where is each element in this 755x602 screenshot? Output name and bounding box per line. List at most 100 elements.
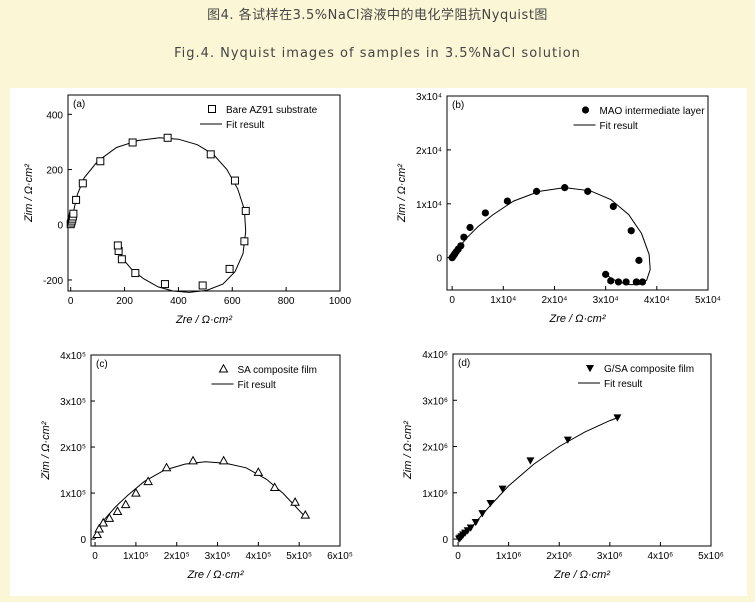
x-tick-label: 0 (68, 296, 74, 307)
data-point (532, 187, 541, 195)
chart-panel-3: 0 1x10⁵ 2x10⁵ 3x10⁵ 4x10⁵ 5x10⁵ 6x10⁵ 0 1x10⁵ 2x1… (40, 351, 353, 581)
legend-label: Fit result (604, 379, 643, 390)
y-tick-label: 1x10⁶ (422, 489, 448, 500)
data-point (128, 138, 137, 147)
data-point (131, 269, 140, 278)
fit-result-line (457, 416, 621, 540)
y-axis-label: Zim / Ω·cm² (396, 164, 408, 223)
x-axis-label: Zre / Ω·cm² (548, 313, 605, 325)
data-point (188, 455, 198, 465)
y-tick-label: 1x10⁵ (60, 489, 86, 500)
chart-panel-2: 0 1x10⁴ 2x10⁴ 3x10⁴ 4x10⁴ 5x10⁴ 0 1x10⁴ 2x10⁴ 3x1… (396, 92, 721, 325)
fit-result-line (451, 187, 651, 286)
data-point (563, 436, 572, 444)
data-point (466, 524, 475, 532)
x-tick-label: 5x10⁶ (698, 551, 724, 562)
fit-result-line (70, 137, 247, 293)
data-point (498, 485, 507, 493)
data-point (98, 517, 109, 527)
legend-label: MAO intermediate layer (600, 106, 706, 117)
x-tick-label: 400 (170, 296, 187, 307)
data-point (627, 227, 635, 235)
y-tick-label: 4x10⁵ (60, 351, 86, 362)
data-point (104, 513, 115, 522)
data-point (471, 518, 480, 527)
data-point (241, 206, 250, 215)
data-point (457, 242, 465, 250)
y-tick-label: 400 (46, 110, 63, 121)
y-tick-label: 200 (46, 166, 63, 177)
legend-marker (218, 363, 229, 373)
plot-frame (90, 354, 341, 547)
panel-label: (d) (458, 358, 470, 369)
data-point (218, 455, 229, 465)
data-point (72, 195, 81, 204)
x-tick-label: 0 (449, 295, 455, 306)
x-axis-label: Zre / Ω·cm² (553, 569, 610, 581)
panel-label: (a) (73, 99, 85, 110)
data-point (198, 281, 207, 290)
legend-label: SA composite film (238, 365, 317, 376)
data-point (131, 487, 141, 497)
nyquist-figure: 0 200 400 600 800 1000 -200 0 200 400 (a) Zre / Ω·c… (23, 92, 724, 581)
data-point (481, 209, 489, 217)
data-point (163, 133, 172, 142)
data-point (96, 157, 105, 166)
x-tick-label: 200 (116, 296, 133, 307)
data-point (160, 280, 169, 289)
legend-marker (208, 105, 216, 113)
x-tick-label: 1x10⁵ (123, 551, 149, 562)
plot-frame (446, 95, 709, 291)
data-point (609, 202, 617, 211)
data-point (143, 476, 153, 486)
y-tick-label: 1x10⁴ (416, 200, 442, 211)
data-point (607, 277, 615, 285)
data-point (78, 179, 87, 188)
x-axis-label: Zre / Ω·cm² (186, 569, 243, 581)
x-tick-label: 0 (455, 551, 461, 562)
data-point (113, 241, 122, 250)
x-tick-label: 0 (92, 551, 98, 562)
panel-label: (c) (96, 359, 108, 370)
data-point (230, 176, 239, 185)
data-point (253, 467, 264, 476)
y-tick-label: -200 (43, 276, 63, 287)
data-point (161, 462, 172, 472)
y-tick-label: 0 (80, 535, 86, 546)
data-point (240, 237, 249, 246)
data-point (584, 187, 592, 195)
chart-panel-1: 0 200 400 600 800 1000 -200 0 200 400 (a) Zre / Ω·c… (23, 94, 352, 326)
x-tick-label: 4x10⁵ (245, 551, 271, 562)
data-point (503, 197, 511, 205)
y-tick-label: 3x10⁶ (422, 396, 448, 407)
data-point (635, 256, 643, 264)
data-point (120, 499, 131, 509)
data-point (206, 150, 215, 159)
x-tick-label: 3x10⁵ (205, 551, 231, 562)
legend-marker (581, 106, 590, 114)
legend-label: Fit result (238, 380, 277, 391)
y-tick-label: 4x10⁶ (422, 350, 448, 361)
x-tick-label: 4x10⁴ (644, 295, 670, 306)
data-point (602, 270, 610, 278)
x-tick-label: 800 (278, 296, 295, 307)
plot-frame (452, 353, 712, 547)
chart-panel-4: 0 1x10⁶ 2x10⁶ 3x10⁶ 4x10⁶ 5x10⁶ 0 1x10⁶ 2x10⁶ 3x1… (402, 350, 724, 581)
x-tick-label: 1x10⁶ (496, 551, 522, 562)
y-tick-label: 0 (442, 535, 448, 546)
data-point (622, 278, 630, 286)
y-tick-label: 0 (436, 254, 442, 265)
data-point (478, 510, 487, 518)
data-point (638, 278, 647, 286)
y-tick-label: 2x10⁴ (416, 146, 442, 157)
legend-label: G/SA composite film (604, 364, 694, 375)
x-tick-label: 3x10⁴ (593, 295, 619, 306)
y-axis-label: Zim / Ω·cm² (23, 164, 35, 223)
data-point (526, 457, 535, 465)
data-point (92, 529, 102, 538)
data-point (466, 223, 474, 232)
legend-label: Fit result (226, 120, 265, 131)
x-tick-label: 6x10⁵ (327, 551, 353, 562)
y-tick-label: 3x10⁵ (60, 397, 86, 408)
data-point (561, 184, 569, 192)
